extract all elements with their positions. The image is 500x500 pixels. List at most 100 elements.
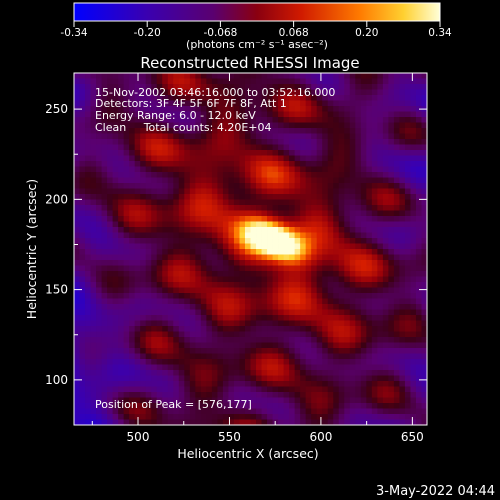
image-pixel	[289, 397, 296, 404]
image-pixel	[327, 403, 334, 409]
image-pixel	[211, 337, 218, 343]
image-pixel	[118, 337, 125, 343]
image-pixel	[316, 73, 323, 79]
image-pixel	[239, 414, 246, 420]
image-pixel	[129, 177, 136, 184]
image-pixel	[294, 172, 301, 178]
image-pixel	[79, 414, 86, 420]
image-pixel	[118, 276, 125, 283]
image-pixel	[322, 84, 329, 90]
image-pixel	[217, 172, 224, 178]
image-pixel	[410, 315, 417, 321]
image-pixel	[399, 150, 406, 156]
image-pixel	[167, 309, 174, 316]
image-pixel	[156, 243, 163, 250]
image-pixel	[107, 282, 114, 288]
image-pixel	[90, 117, 97, 123]
image-pixel	[162, 298, 169, 305]
image-pixel	[283, 414, 290, 420]
image-pixel	[195, 144, 202, 151]
image-pixel	[101, 100, 108, 107]
image-pixel	[233, 331, 240, 338]
image-pixel	[355, 249, 362, 255]
image-pixel	[85, 414, 91, 420]
image-pixel	[311, 188, 318, 195]
image-pixel	[410, 298, 417, 305]
image-pixel	[79, 106, 86, 112]
image-pixel	[151, 166, 158, 173]
image-pixel	[90, 188, 97, 195]
image-pixel	[316, 188, 323, 195]
image-pixel	[167, 298, 174, 305]
image-pixel	[355, 232, 362, 239]
image-pixel	[140, 188, 147, 195]
image-pixel	[184, 337, 191, 343]
image-pixel	[289, 100, 296, 107]
image-pixel	[404, 106, 411, 112]
image-pixel	[399, 216, 406, 222]
image-pixel	[377, 221, 384, 228]
image-pixel	[151, 161, 158, 167]
image-pixel	[261, 117, 268, 123]
image-pixel	[151, 172, 158, 178]
image-pixel	[388, 408, 395, 415]
image-pixel	[167, 84, 174, 90]
image-pixel	[107, 194, 114, 200]
image-pixel	[410, 386, 417, 393]
image-pixel	[112, 95, 119, 101]
image-pixel	[278, 271, 284, 277]
image-pixel	[145, 265, 152, 272]
image-pixel	[74, 298, 80, 305]
image-pixel	[217, 216, 224, 222]
image-pixel	[377, 111, 384, 118]
image-pixel	[333, 315, 340, 321]
image-pixel	[344, 370, 351, 376]
image-pixel	[85, 392, 91, 398]
image-pixel	[200, 348, 207, 354]
image-pixel	[338, 403, 345, 409]
image-pixel	[377, 150, 384, 156]
image-pixel	[79, 381, 86, 387]
image-pixel	[96, 199, 102, 206]
image-pixel	[283, 403, 290, 409]
image-pixel	[305, 381, 312, 387]
image-pixel	[388, 216, 395, 222]
image-pixel	[289, 221, 296, 228]
image-pixel	[399, 375, 406, 382]
image-pixel	[79, 348, 86, 354]
image-pixel	[85, 364, 91, 371]
image-pixel	[195, 139, 202, 145]
image-pixel	[140, 320, 147, 327]
image-pixel	[233, 227, 240, 233]
image-pixel	[129, 194, 136, 200]
image-pixel	[151, 216, 158, 222]
image-pixel	[399, 194, 406, 200]
image-pixel	[349, 265, 356, 272]
image-pixel	[195, 183, 202, 189]
image-pixel	[333, 166, 340, 173]
image-pixel	[289, 243, 296, 250]
image-pixel	[388, 73, 395, 79]
image-pixel	[322, 133, 329, 140]
image-pixel	[173, 353, 180, 360]
image-pixel	[327, 287, 334, 294]
image-pixel	[222, 122, 229, 129]
image-pixel	[360, 133, 367, 140]
image-pixel	[355, 287, 362, 294]
image-pixel	[371, 287, 378, 294]
image-pixel	[267, 199, 273, 206]
image-pixel	[294, 232, 301, 239]
image-pixel	[267, 304, 273, 310]
image-pixel	[415, 161, 422, 167]
image-pixel	[421, 271, 427, 277]
image-pixel	[96, 370, 102, 376]
image-pixel	[371, 172, 378, 178]
image-pixel	[410, 73, 417, 79]
image-pixel	[305, 397, 312, 404]
image-pixel	[217, 73, 224, 79]
image-pixel	[338, 326, 345, 332]
image-pixel	[294, 161, 301, 167]
image-pixel	[338, 111, 345, 118]
image-pixel	[74, 84, 80, 90]
image-pixel	[377, 260, 384, 266]
